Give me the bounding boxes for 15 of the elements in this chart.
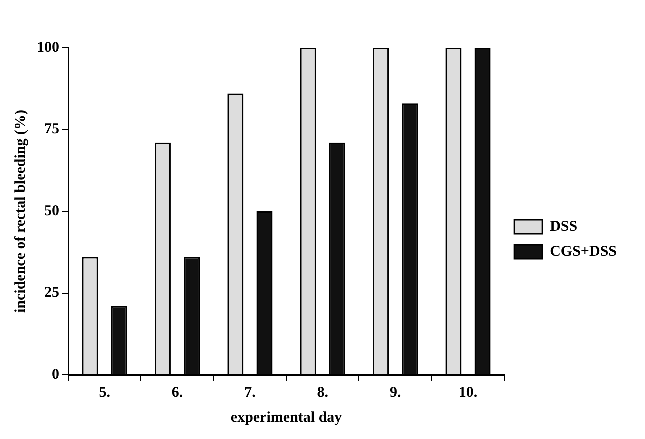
y-tick-label: 50	[44, 203, 60, 220]
x-axis-title: experimental day	[230, 410, 343, 426]
legend-label: DSS	[550, 218, 578, 235]
x-tick-label: 6.	[172, 384, 184, 401]
legend-label: CGS+DSS	[550, 244, 618, 260]
x-tick-label: 10.	[458, 384, 478, 401]
y-tick-label: 25	[44, 285, 60, 302]
x-tick-label: 8.	[317, 384, 329, 401]
y-tick-label: 100	[37, 40, 60, 56]
x-tick-label: 5.	[99, 384, 111, 401]
x-tick-label: 9.	[390, 384, 402, 401]
y-axis-title: incidence of rectal bleeding (%)	[12, 110, 29, 314]
y-tick-label: 75	[44, 122, 60, 138]
y-tick-label: 0	[52, 366, 60, 383]
x-tick-label: 7.	[244, 384, 256, 401]
